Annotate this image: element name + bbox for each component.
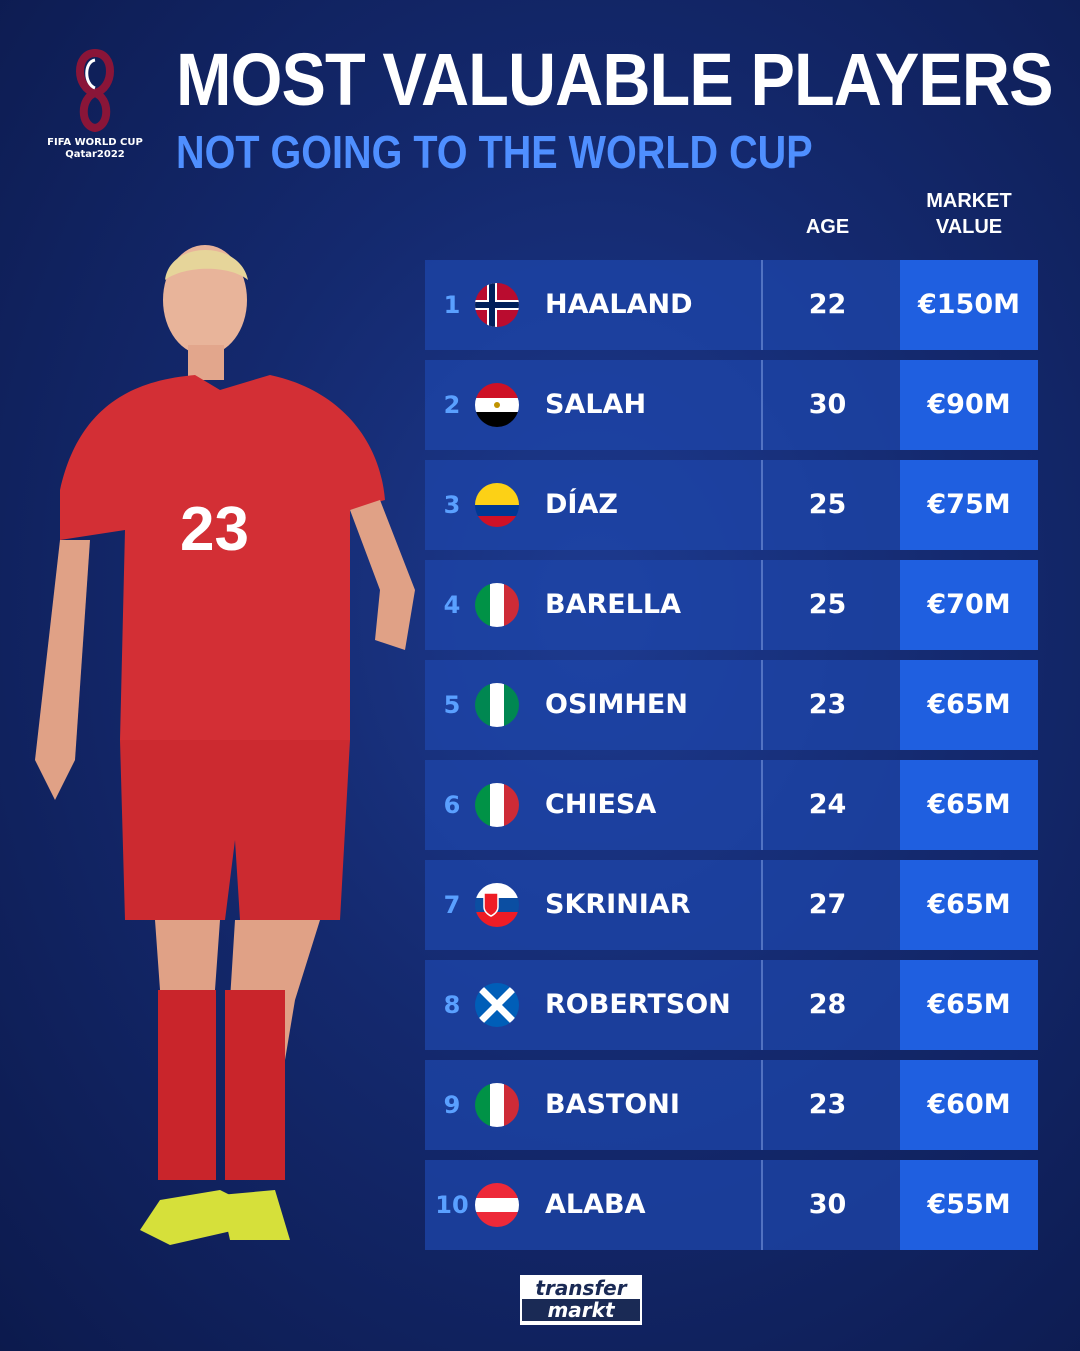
divider [761,460,763,550]
austria-flag-icon [475,1183,519,1227]
rank: 10 [435,1191,469,1219]
player-age: 25 [808,489,847,520]
player-name: BARELLA [545,589,682,620]
market-value: €65M [900,960,1038,1050]
rank: 9 [443,1091,461,1119]
norway-flag-icon [475,283,519,327]
page-subtitle: NOT GOING TO THE WORLD CUP [176,126,813,178]
divider [761,660,763,750]
table-row: 7 SKRINIAR 27 €65M [425,860,1038,950]
column-header-line: MARKET [926,190,1012,212]
divider [761,360,763,450]
logo-caption-2: Qatar2022 [65,149,125,160]
player-name: SKRINIAR [545,889,691,920]
player-age: 23 [808,689,847,720]
player-age: 30 [808,389,847,420]
player-name: CHIESA [545,789,657,820]
column-header-market-value: MARKET VALUE [900,188,1038,240]
italy-flag-icon [475,583,519,627]
player-name: OSIMHEN [545,689,688,720]
scotland-flag-icon [475,983,519,1027]
table-row: 5 OSIMHEN 23 €65M [425,660,1038,750]
divider [761,860,763,950]
player-age: 24 [808,789,847,820]
market-value: €150M [900,260,1038,350]
column-header-age: AGE [805,216,850,238]
market-value: €55M [900,1160,1038,1250]
transfermarkt-logo: transfer markt [520,1275,642,1325]
nigeria-flag-icon [475,683,519,727]
player-name: DÍAZ [545,489,618,520]
market-value: €75M [900,460,1038,550]
table-row: 2 SALAH 30 €90M [425,360,1038,450]
player-name: HAALAND [545,289,693,320]
player-age: 22 [808,289,847,320]
shirt-number: 23 [180,495,249,564]
fifa-world-cup-logo: FIFA WORLD CUP Qatar2022 [45,48,145,161]
market-value: €90M [900,360,1038,450]
slovakia-flag-icon [475,883,519,927]
rank: 5 [443,691,461,719]
divider [761,760,763,850]
market-value: €65M [900,660,1038,750]
player-name: ROBERTSON [545,989,731,1020]
rank: 4 [443,591,461,619]
world-cup-trophy-icon [76,48,114,133]
rank: 3 [443,491,461,519]
player-name: SALAH [545,389,647,420]
player-photo: 23 [35,245,415,1245]
brand-text: markt [522,1299,640,1321]
table-row: 9 BASTONI 23 €60M [425,1060,1038,1150]
player-name: ALABA [545,1189,646,1220]
rank: 7 [443,891,461,919]
divider [761,560,763,650]
player-age: 23 [808,1089,847,1120]
brand-text: transfer [522,1277,640,1299]
colombia-flag-icon [475,483,519,527]
market-value: €70M [900,560,1038,650]
rank: 6 [443,791,461,819]
divider [761,960,763,1050]
market-value: €65M [900,760,1038,850]
table-row: 1 HAALAND 22 €150M [425,260,1038,350]
market-value: €65M [900,860,1038,950]
italy-flag-icon [475,783,519,827]
table-row: 10 ALABA 30 €55M [425,1160,1038,1250]
player-age: 27 [808,889,847,920]
page-title: MOST VALUABLE PLAYERS [176,38,1053,121]
divider [761,1060,763,1150]
divider [761,1160,763,1250]
table-row: 4 BARELLA 25 €70M [425,560,1038,650]
rank: 2 [443,391,461,419]
egypt-flag-icon [475,383,519,427]
divider [761,260,763,350]
player-name: BASTONI [545,1089,680,1120]
table-row: 3 DÍAZ 25 €75M [425,460,1038,550]
market-value: €60M [900,1060,1038,1150]
table-row: 6 CHIESA 24 €65M [425,760,1038,850]
rank: 1 [443,291,461,319]
italy-flag-icon [475,1083,519,1127]
logo-caption: FIFA WORLD CUP [47,137,143,148]
rank: 8 [443,991,461,1019]
table-row: 8 ROBERTSON 28 €65M [425,960,1038,1050]
player-age: 28 [808,989,847,1020]
column-header-line: VALUE [935,216,1003,238]
player-age: 30 [808,1189,847,1220]
player-age: 25 [808,589,847,620]
